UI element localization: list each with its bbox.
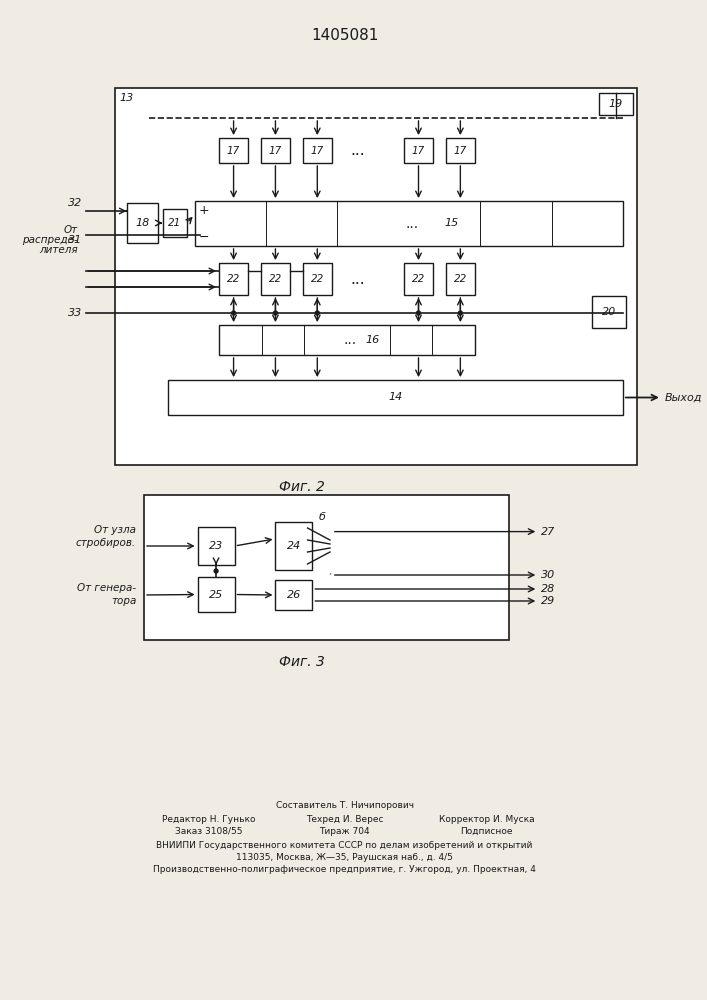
Bar [261,138,290,163]
Bar [219,263,248,295]
Text: ВНИИПИ Государственного комитета СССР по делам изобретений и открытий: ВНИИПИ Государственного комитета СССР по… [156,840,532,850]
Text: тора: тора [111,596,136,606]
Text: 113035, Москва, Ж—35, Раушская наб., д. 4/5: 113035, Москва, Ж—35, Раушская наб., д. … [236,852,453,861]
Bar [163,209,187,237]
Text: стробиров.: стробиров. [76,538,136,548]
Bar [599,93,633,115]
Text: 22: 22 [227,274,240,284]
Text: 22: 22 [454,274,467,284]
Text: ...: ... [351,143,366,158]
Bar [194,201,623,246]
Text: 22: 22 [412,274,425,284]
Text: 25: 25 [209,589,223,599]
Text: Составитель Т. Ничипорович: Составитель Т. Ничипорович [276,800,414,810]
Text: 17: 17 [310,145,324,155]
Text: 18: 18 [135,218,149,228]
Text: 17: 17 [269,145,282,155]
Text: От узла: От узла [94,525,136,535]
Bar [261,263,290,295]
Text: 23: 23 [209,541,223,551]
Text: 14: 14 [389,392,403,402]
Text: От генера-: От генера- [77,583,136,593]
Text: 1405081: 1405081 [311,27,378,42]
Text: −: − [199,231,210,243]
Bar [276,580,312,610]
Bar [445,263,475,295]
Text: Редактор Н. Гунько: Редактор Н. Гунько [161,814,255,824]
Text: 29: 29 [541,596,556,606]
Text: б: б [319,512,326,522]
Text: 13: 13 [119,93,134,103]
Text: 22: 22 [269,274,282,284]
Text: Заказ 3108/55: Заказ 3108/55 [175,826,242,836]
Text: 16: 16 [366,335,380,345]
Text: ...: ... [405,217,419,231]
Text: распреде-: распреде- [22,235,78,245]
Text: +: + [199,204,210,217]
Bar [303,138,332,163]
Text: 22: 22 [310,274,324,284]
Text: От: От [64,225,78,235]
Text: 26: 26 [287,590,301,600]
Bar [144,495,509,640]
Text: 30: 30 [541,570,556,580]
Text: Фиг. 3: Фиг. 3 [279,655,325,669]
Text: Корректор И. Муска: Корректор И. Муска [439,814,534,824]
Bar [276,522,312,570]
Text: Техред И. Верес: Техред И. Верес [306,814,383,824]
Circle shape [315,311,320,315]
Bar [404,263,433,295]
Text: 33: 33 [69,308,83,318]
Text: 31: 31 [69,235,83,245]
Bar [168,380,623,415]
Bar [197,527,235,565]
Text: Производственно-полиграфическое предприятие, г. Ужгород, ул. Проектная, 4: Производственно-полиграфическое предприя… [153,864,536,874]
Text: Подписное: Подписное [460,826,513,836]
Text: 20: 20 [602,307,616,317]
Text: 24: 24 [287,541,301,551]
Text: 17: 17 [454,145,467,155]
Text: 17: 17 [227,145,240,155]
Bar [303,263,332,295]
Text: Тираж 704: Тираж 704 [320,826,370,836]
Text: ...: ... [351,271,366,286]
Text: 17: 17 [412,145,425,155]
Text: ...: ... [344,333,356,347]
Text: лителя: лителя [39,245,78,255]
Circle shape [458,311,462,315]
Text: 27: 27 [541,527,556,537]
Text: 21: 21 [168,218,181,228]
Text: 19: 19 [609,99,623,109]
Bar [197,577,235,612]
Bar [404,138,433,163]
Bar [592,296,626,328]
Text: 28: 28 [541,584,556,594]
Bar [219,325,475,355]
Text: Выход: Выход [665,392,702,402]
Bar [445,138,475,163]
Text: 32: 32 [69,198,83,208]
Bar [115,88,638,465]
Bar [127,203,158,243]
Circle shape [214,569,218,573]
Text: 15: 15 [445,219,459,229]
Text: Фиг. 2: Фиг. 2 [279,480,325,494]
Circle shape [274,311,277,315]
Circle shape [416,311,421,315]
Bar [219,138,248,163]
Circle shape [232,311,235,315]
